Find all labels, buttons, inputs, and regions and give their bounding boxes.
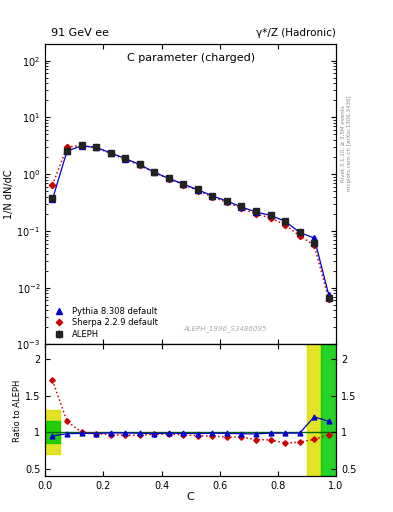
Sherpa 2.2.9 default (298, 233, 302, 239)
Pythia 8.308 default (123, 156, 128, 162)
Sherpa 2.2.9 default (312, 242, 317, 248)
Pythia 8.308 default (326, 292, 331, 298)
Line: Sherpa 2.2.9 default: Sherpa 2.2.9 default (50, 143, 331, 302)
Text: C parameter (charged): C parameter (charged) (127, 53, 255, 62)
Sherpa 2.2.9 default (152, 169, 156, 176)
Pythia 8.308 default (312, 235, 317, 241)
Y-axis label: Ratio to ALEPH: Ratio to ALEPH (13, 379, 22, 441)
Text: ALEPH_1996_S3486095: ALEPH_1996_S3486095 (184, 326, 267, 332)
Sherpa 2.2.9 default (64, 144, 70, 150)
Pythia 8.308 default (225, 198, 230, 204)
Pythia 8.308 default (268, 212, 273, 219)
Sherpa 2.2.9 default (196, 187, 200, 194)
X-axis label: C: C (187, 493, 195, 502)
Line: Pythia 8.308 default: Pythia 8.308 default (50, 143, 332, 297)
Pythia 8.308 default (79, 143, 84, 149)
Sherpa 2.2.9 default (326, 296, 331, 302)
Pythia 8.308 default (181, 181, 186, 187)
Sherpa 2.2.9 default (268, 215, 273, 221)
Sherpa 2.2.9 default (210, 194, 215, 200)
Pythia 8.308 default (210, 193, 215, 199)
Pythia 8.308 default (138, 161, 142, 167)
Sherpa 2.2.9 default (50, 182, 55, 188)
Legend: Pythia 8.308 default, Sherpa 2.2.9 default, ALEPH: Pythia 8.308 default, Sherpa 2.2.9 defau… (50, 305, 160, 340)
Pythia 8.308 default (108, 150, 113, 156)
Sherpa 2.2.9 default (123, 156, 128, 162)
Pythia 8.308 default (254, 209, 259, 215)
Pythia 8.308 default (196, 187, 200, 193)
Sherpa 2.2.9 default (239, 205, 244, 211)
Text: γ*/Z (Hadronic): γ*/Z (Hadronic) (256, 28, 336, 38)
Sherpa 2.2.9 default (225, 199, 230, 205)
Sherpa 2.2.9 default (138, 162, 142, 168)
Sherpa 2.2.9 default (254, 211, 259, 217)
Y-axis label: 1/N dN/dC: 1/N dN/dC (4, 169, 14, 219)
Pythia 8.308 default (94, 144, 98, 151)
Sherpa 2.2.9 default (283, 222, 287, 228)
Pythia 8.308 default (50, 196, 55, 202)
Text: mcplots.cern.ch [arXiv:1306.3436]: mcplots.cern.ch [arXiv:1306.3436] (347, 96, 352, 191)
Pythia 8.308 default (64, 148, 70, 154)
Sherpa 2.2.9 default (181, 182, 186, 188)
Sherpa 2.2.9 default (108, 151, 113, 157)
Text: 91 GeV ee: 91 GeV ee (51, 28, 109, 38)
Pythia 8.308 default (298, 229, 302, 236)
Pythia 8.308 default (239, 204, 244, 210)
Pythia 8.308 default (152, 169, 156, 175)
Sherpa 2.2.9 default (167, 176, 171, 182)
Sherpa 2.2.9 default (79, 142, 84, 148)
Sherpa 2.2.9 default (94, 144, 98, 151)
Text: Rivet 3.1.10, ≥ 3.5M events: Rivet 3.1.10, ≥ 3.5M events (341, 105, 346, 182)
Pythia 8.308 default (283, 218, 287, 224)
Pythia 8.308 default (167, 176, 171, 182)
